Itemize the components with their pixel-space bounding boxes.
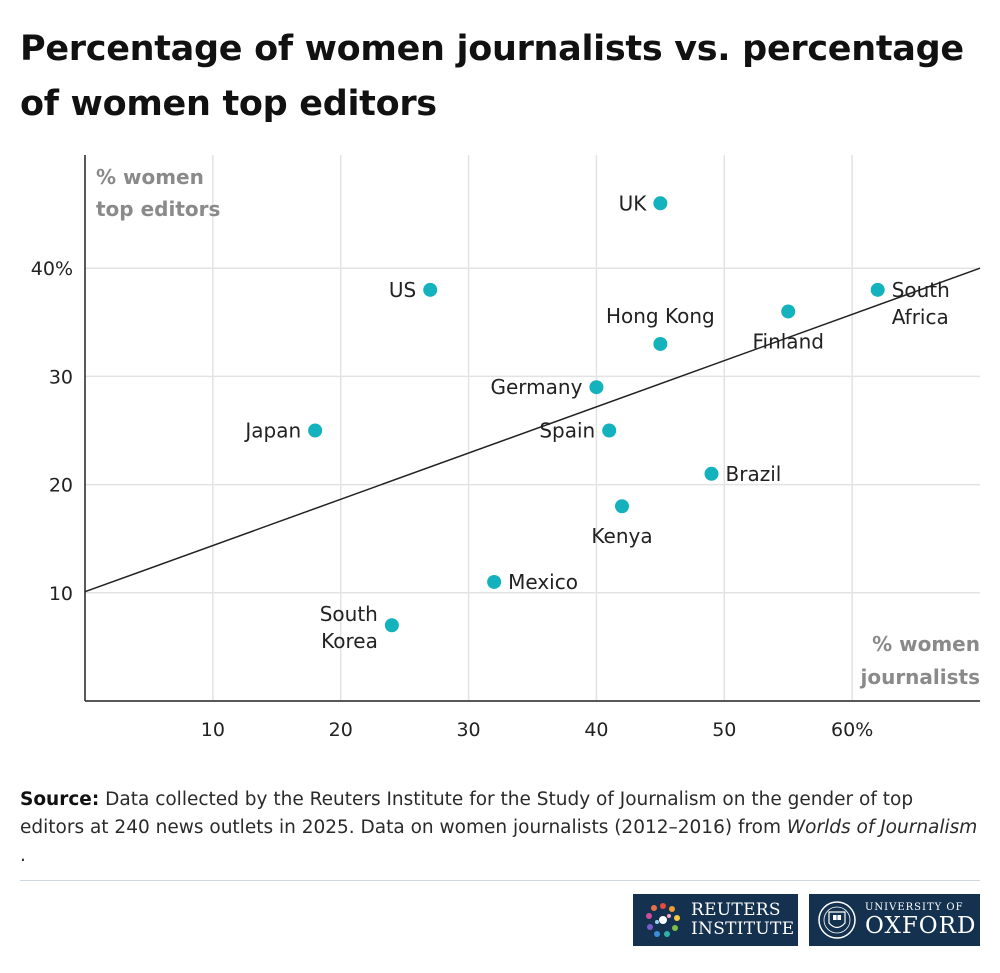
- chart-title: Percentage of women journalists vs. perc…: [20, 29, 964, 124]
- x-tick-label: 10: [201, 719, 225, 741]
- oxford-logo-text: UNIVERSITY OF OXFORD: [865, 902, 976, 938]
- data-point-label: Germany: [490, 375, 582, 399]
- data-point: [384, 618, 399, 633]
- data-point-label: Africa: [892, 305, 949, 329]
- data-point: [653, 196, 668, 211]
- data-point: [704, 466, 719, 481]
- trendline: [84, 267, 981, 593]
- data-point: [589, 380, 604, 395]
- x-tick-label: 30: [456, 719, 480, 741]
- y-tick-label: 40%: [31, 258, 73, 280]
- data-point-label: Korea: [321, 629, 378, 653]
- data-point-label: Japan: [243, 419, 301, 443]
- data-point-label: UK: [619, 191, 648, 215]
- scatter-chart: 10 20 30 40 50 60% 10 20 30 40% % women top editor…: [31, 155, 981, 741]
- data-point-label: South: [892, 278, 950, 302]
- data-point-label: Kenya: [591, 524, 652, 548]
- data-point: [423, 282, 438, 297]
- x-tick-label: 40: [584, 719, 608, 741]
- data-point: [781, 304, 796, 319]
- reuters-institute-logo: REUTERS INSTITUTE: [633, 894, 798, 946]
- y-tick-label: 20: [49, 475, 73, 497]
- data-point: [487, 574, 502, 589]
- tick-layer: 10 20 30 40 50 60% 10 20 30 40%: [31, 258, 873, 741]
- data-point: [308, 423, 323, 438]
- axis-title-layer: % women top editors % women journalists: [96, 165, 980, 689]
- x-tick-label: 60%: [831, 719, 873, 741]
- oxford-logo-big: OXFORD: [865, 913, 977, 939]
- divider: [20, 880, 980, 881]
- x-axis-title: % women: [872, 632, 980, 656]
- data-point-label: Spain: [539, 419, 595, 443]
- data-point: [870, 282, 885, 297]
- y-tick-label: 30: [49, 366, 73, 388]
- data-point: [653, 336, 668, 351]
- y-tick-label: 10: [49, 583, 73, 605]
- trendline-layer: [84, 267, 981, 593]
- source-text: Data collected by the Reuters Institute …: [20, 789, 914, 838]
- data-point-label: Finland: [752, 329, 823, 353]
- oxford-crest-icon: [818, 901, 856, 939]
- reuters-dots-icon: [646, 903, 680, 937]
- y-axis-title: top editors: [96, 197, 220, 221]
- reuters-logo-line1: REUTERS: [691, 900, 781, 920]
- x-tick-label: 50: [712, 719, 736, 741]
- x-tick-label: 20: [329, 719, 353, 741]
- y-axis-title: % women: [96, 165, 204, 189]
- oxford-logo-small: UNIVERSITY OF: [865, 902, 964, 913]
- data-point-label: Hong Kong: [606, 304, 715, 328]
- data-point-label: Brazil: [726, 462, 782, 486]
- grid-layer: [85, 155, 980, 701]
- data-point: [615, 499, 629, 514]
- source-note: Source: Data collected by the Reuters In…: [20, 786, 980, 870]
- axis-layer: [84, 155, 980, 702]
- data-point-label: US: [389, 278, 416, 302]
- reuters-logo-text: REUTERS INSTITUTE: [691, 901, 794, 939]
- oxford-logo: UNIVERSITY OF OXFORD: [809, 894, 980, 946]
- x-axis-title: journalists: [859, 665, 980, 689]
- source-end: .: [20, 845, 26, 866]
- point-layer: UK US South Africa Finland Hong Kong Germany Ja…: [243, 191, 949, 652]
- data-point-label: Mexico: [508, 570, 578, 594]
- data-point-label: South: [320, 602, 378, 626]
- source-label: Source:: [20, 789, 100, 810]
- reuters-logo-line2: INSTITUTE: [691, 919, 795, 939]
- data-point: [602, 423, 617, 438]
- source-italic: Worlds of Journalism: [786, 817, 978, 838]
